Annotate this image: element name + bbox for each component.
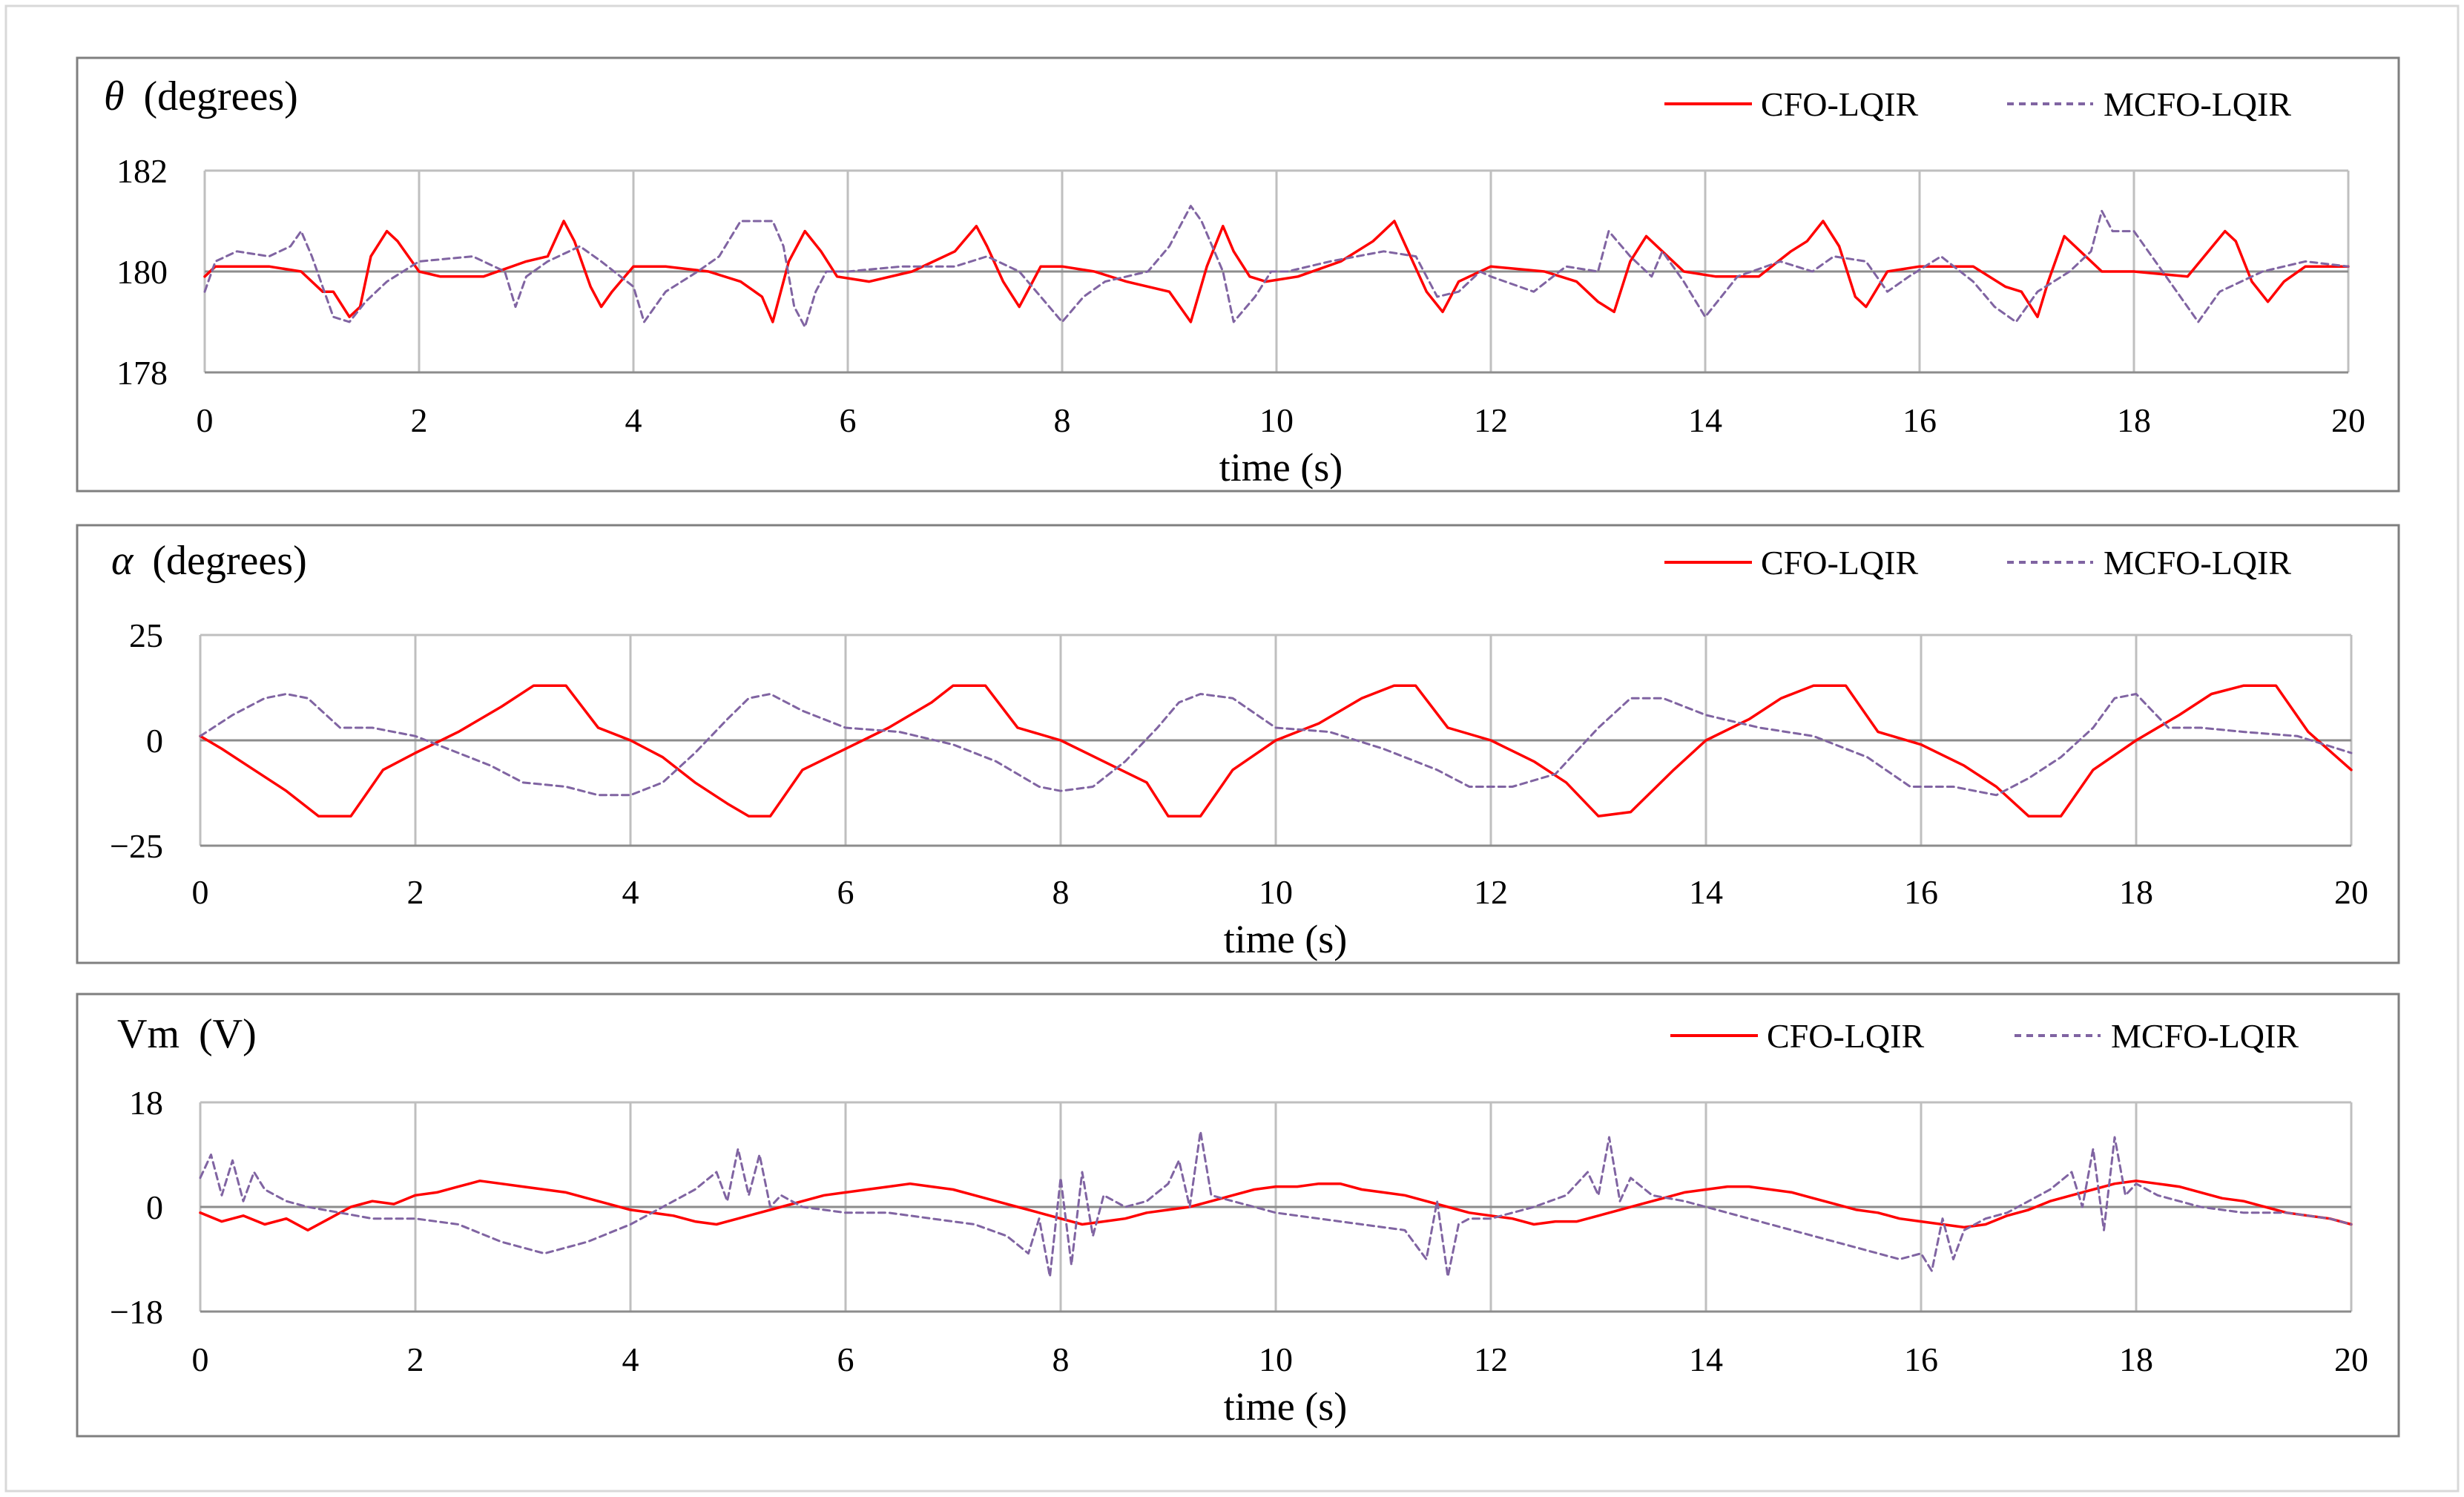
legend-label-cfo: CFO-LQIR [1761,544,1918,582]
x-tick-label: 10 [1259,1340,1293,1378]
title-symbol: θ [104,73,125,119]
x-tick-label: 6 [837,873,854,911]
y-tick-label: 0 [146,722,163,760]
panel-title: Vm (V) [117,1011,257,1057]
x-tick-label: 18 [2117,401,2151,439]
x-tick-label: 2 [407,1340,424,1378]
x-tick-label: 0 [192,873,209,911]
legend: CFO-LQIR MCFO-LQIR [1664,544,2291,582]
series-line-cfo-lqir [199,684,2353,817]
x-tick-label: 16 [1904,1340,1938,1378]
x-tick-label: 14 [1689,873,1723,911]
x-tick-label: 6 [837,1340,854,1378]
series-line-mcfo-lqir [199,1130,2353,1278]
series-line-mcfo-lqir [203,205,2350,329]
x-tick-label: 2 [407,873,424,911]
y-tick-label: 18 [129,1084,163,1122]
series-group [199,684,2353,817]
y-tick-labels: −18 0 18 [110,1084,163,1331]
x-tick-label: 12 [1474,401,1508,439]
x-tick-label: 18 [2119,1340,2153,1378]
x-tick-label: 8 [1053,1340,1070,1378]
x-tick-label: 8 [1054,401,1071,439]
x-tick-label: 12 [1474,873,1508,911]
x-axis-label: time (s) [1224,1384,1347,1429]
y-tick-label: 180 [116,253,168,291]
x-tick-label: 20 [2334,1340,2368,1378]
x-tick-label: 2 [411,401,428,439]
series-line-cfo-lqir [203,220,2350,323]
x-tick-label: 6 [840,401,857,439]
x-tick-labels: 0 2 4 6 8 10 12 14 16 18 20 [192,1340,2369,1378]
x-axis-label: time (s) [1224,917,1347,961]
x-tick-label: 10 [1259,873,1293,911]
x-tick-label: 10 [1259,401,1294,439]
panel-title: α (degrees) [111,538,307,584]
panel-frame [76,524,2400,964]
series-line-cfo-lqir [199,1179,2353,1232]
x-tick-label: 14 [1689,1340,1723,1378]
x-axis-label: time (s) [1219,445,1343,490]
y-tick-label: 178 [116,354,168,392]
x-tick-label: 20 [2334,873,2368,911]
chart-alpha: −25 0 25 0 2 4 6 8 10 12 14 16 18 20 α (degrees) CFO… [76,524,2400,964]
x-tick-label: 16 [1903,401,1937,439]
panel-title: θ (degrees) [104,73,298,119]
y-tick-label: 182 [116,152,168,190]
x-tick-label: 14 [1688,401,1722,439]
title-symbol: α [111,538,134,584]
x-tick-labels: 0 2 4 6 8 10 12 14 16 18 20 [192,873,2369,911]
x-tick-label: 16 [1904,873,1938,911]
y-tick-label: 0 [146,1188,163,1226]
x-tick-labels: 0 2 4 6 8 10 12 14 16 18 20 [197,401,2366,439]
series-line-mcfo-lqir [199,693,2353,797]
legend-label-cfo: CFO-LQIR [1761,85,1918,123]
title-unit: (degrees) [152,538,306,584]
title-unit: (degrees) [144,73,298,119]
title-unit: (V) [199,1011,257,1057]
x-tick-label: 8 [1053,873,1070,911]
legend-label-mcfo: MCFO-LQIR [2111,1017,2299,1055]
outer-frame [4,4,2460,1493]
legend: CFO-LQIR MCFO-LQIR [1664,85,2291,123]
y-tick-label: −18 [110,1293,163,1331]
panel-frame [76,56,2400,493]
x-tick-label: 12 [1474,1340,1508,1378]
x-tick-label: 4 [622,1340,639,1378]
legend-label-cfo: CFO-LQIR [1767,1017,1924,1055]
legend-label-mcfo: MCFO-LQIR [2104,544,2291,582]
y-tick-label: 25 [129,616,163,654]
series-group [203,205,2350,329]
title-symbol: Vm [117,1011,179,1057]
y-tick-label: −25 [110,827,163,865]
x-tick-label: 4 [622,873,639,911]
x-tick-label: 18 [2119,873,2153,911]
legend-label-mcfo: MCFO-LQIR [2104,85,2291,123]
legend: CFO-LQIR MCFO-LQIR [1670,1017,2299,1055]
x-tick-label: 20 [2331,401,2365,439]
panel-frame [76,993,2400,1438]
y-tick-labels: −25 0 25 [110,616,163,865]
series-group [199,1130,2353,1278]
y-tick-labels: 178 180 182 [116,152,168,392]
chart-vm: −18 0 18 0 2 4 6 8 10 12 14 16 18 20 Vm (V) CFO-LQIR… [76,993,2400,1438]
x-tick-label: 0 [197,401,214,439]
x-tick-label: 0 [192,1340,209,1378]
x-tick-label: 4 [625,401,642,439]
